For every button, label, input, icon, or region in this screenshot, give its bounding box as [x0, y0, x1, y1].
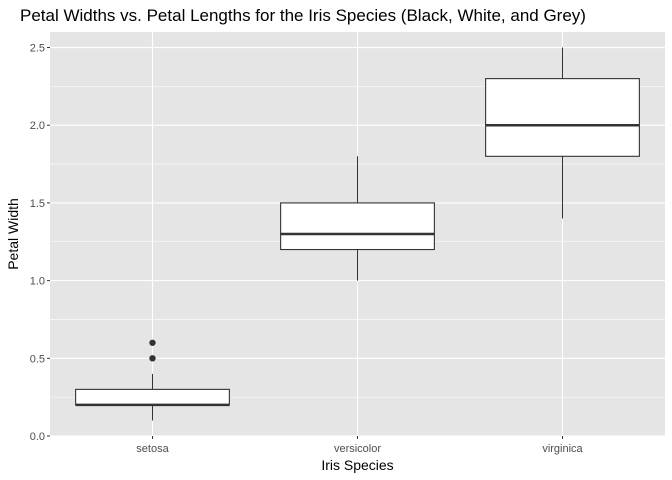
box-iqr	[280, 202, 435, 251]
x-tick-label: virginica	[542, 443, 583, 455]
x-tick-label: versicolor	[334, 443, 381, 455]
box-virginica	[485, 47, 640, 219]
y-tick-label: 1.0	[30, 276, 45, 288]
y-tick-label: 2.0	[30, 120, 45, 132]
box-setosa	[75, 339, 230, 421]
y-tick-label: 2.5	[30, 43, 45, 55]
y-axis-ticks: 0.0 0.5 1.0 1.5 2.0 2.5	[30, 43, 50, 443]
y-tick-label: 0.0	[30, 431, 45, 443]
x-axis-title: Iris Species	[321, 457, 393, 473]
y-tick-label: 1.5	[30, 198, 45, 210]
chart-title: Petal Widths vs. Petal Lengths for the I…	[20, 6, 586, 25]
box-iqr	[75, 388, 230, 406]
box-iqr	[485, 78, 640, 157]
outlier-point	[149, 355, 156, 362]
x-tick-label: setosa	[136, 443, 169, 455]
box-versicolor	[280, 156, 435, 281]
outlier-point	[149, 339, 156, 346]
y-axis-title: Petal Width	[5, 198, 21, 270]
y-tick-label: 0.5	[30, 353, 45, 365]
x-axis-ticks: setosa versicolor virginica	[136, 436, 584, 455]
boxes	[75, 47, 640, 421]
